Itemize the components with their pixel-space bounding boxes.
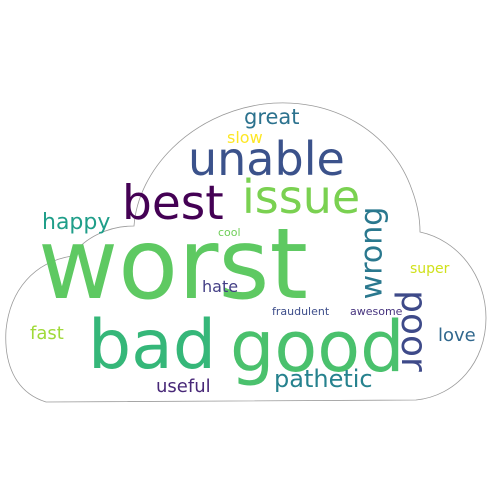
word-issue: issue [242, 170, 361, 224]
word-super: super [410, 261, 450, 277]
word-great: great [244, 105, 300, 129]
word-unable: unable [188, 132, 345, 186]
word-love: love [438, 325, 476, 346]
word-pathetic: pathetic [274, 365, 373, 393]
word-poor: poor [392, 290, 434, 372]
word-best: best [122, 176, 224, 231]
word-wrong: wrong [354, 206, 390, 300]
word-useful: useful [156, 376, 211, 397]
word-happy: happy [42, 210, 111, 235]
word-awesome: awesome [350, 305, 403, 318]
word-slow: slow [227, 128, 263, 147]
word-fraudulent: fraudulent [272, 305, 330, 318]
word-worst: worst [38, 208, 308, 322]
word-good: good [230, 306, 405, 388]
word-cool: cool [218, 226, 241, 239]
word-bad: bad [88, 306, 216, 385]
word-fast: fast [30, 323, 64, 344]
word-hate: hate [202, 277, 239, 296]
